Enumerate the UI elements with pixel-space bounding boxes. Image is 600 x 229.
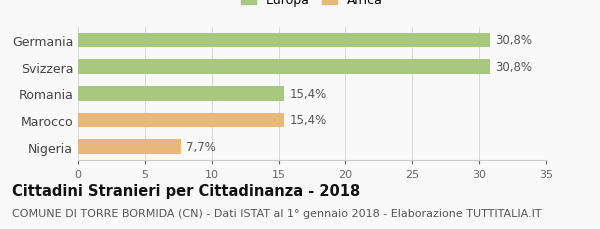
Text: Cittadini Stranieri per Cittadinanza - 2018: Cittadini Stranieri per Cittadinanza - 2… bbox=[12, 183, 360, 198]
Bar bbox=[78, 87, 284, 101]
Bar bbox=[78, 33, 490, 48]
Bar bbox=[78, 140, 181, 154]
Text: 15,4%: 15,4% bbox=[289, 87, 326, 100]
Legend: Europa, Africa: Europa, Africa bbox=[241, 0, 383, 7]
Text: 30,8%: 30,8% bbox=[495, 34, 532, 47]
Text: 7,7%: 7,7% bbox=[187, 141, 216, 153]
Text: 30,8%: 30,8% bbox=[495, 61, 532, 74]
Text: 15,4%: 15,4% bbox=[289, 114, 326, 127]
Text: COMUNE DI TORRE BORMIDA (CN) - Dati ISTAT al 1° gennaio 2018 - Elaborazione TUTT: COMUNE DI TORRE BORMIDA (CN) - Dati ISTA… bbox=[12, 208, 542, 218]
Bar bbox=[78, 60, 490, 75]
Bar bbox=[78, 113, 284, 128]
